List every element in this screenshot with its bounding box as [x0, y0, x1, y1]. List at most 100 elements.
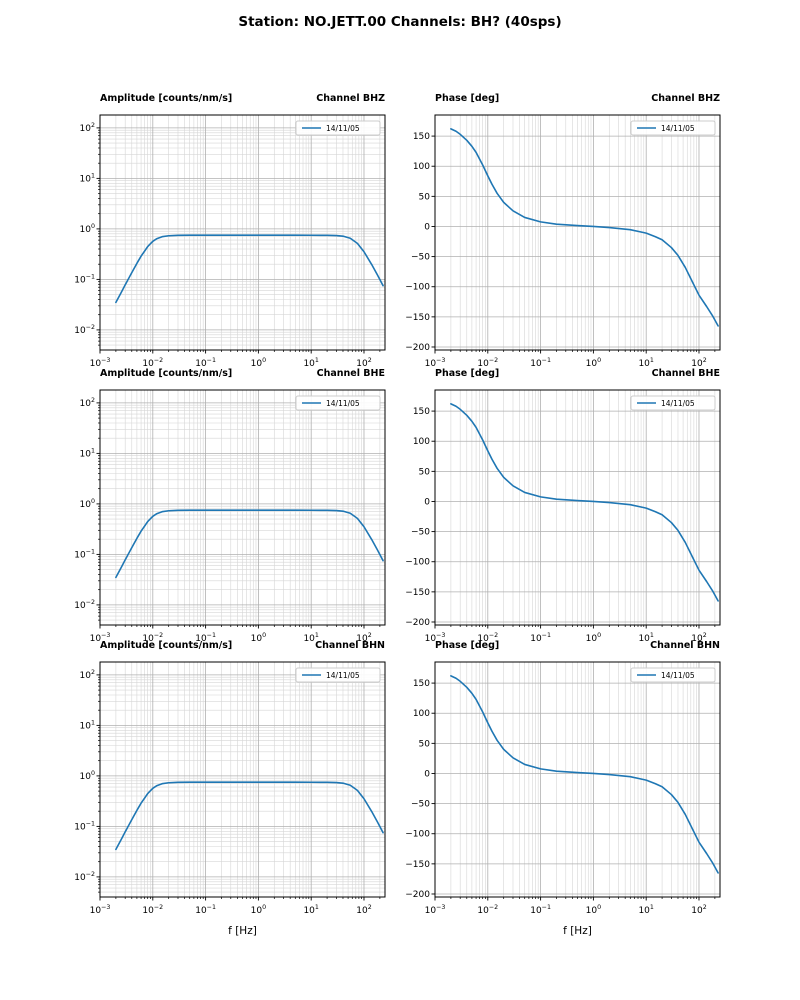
legend: 14/11/05 [295, 120, 381, 136]
tick-label: 100 [413, 709, 430, 719]
subplot-phase-bhn: Phase [deg] Channel BHN 10−3 10−2 10−1 100 101… [387, 639, 727, 952]
tick-label: 10−1 [530, 904, 551, 916]
legend-label: 14/11/05 [326, 671, 360, 680]
tick-label: −100 [405, 830, 430, 840]
tick-label: 100 [413, 437, 430, 447]
tick-label: 0 [424, 769, 430, 779]
plot-header: Phase [deg] Channel BHZ [435, 92, 720, 105]
response-curve [450, 675, 719, 874]
tick-label: 10−2 [142, 904, 163, 916]
legend-label: 14/11/05 [661, 399, 695, 408]
plot-title-left: Phase [deg] [435, 640, 500, 651]
subplot-amplitude-bhn: Amplitude [counts/nm/s] Channel BHN 10−3 10… [52, 639, 392, 952]
tick-label: −150 [405, 588, 430, 598]
tick-label: −200 [405, 890, 430, 900]
plot-title-right: Channel BHZ [316, 93, 385, 104]
plot-title-right: Channel BHN [315, 640, 385, 651]
subplot-amplitude-bhz: Amplitude [counts/nm/s] Channel BHZ 10−3 10… [52, 92, 392, 405]
legend-label: 14/11/05 [326, 124, 360, 133]
legend: 14/11/05 [295, 395, 381, 411]
plot-title-right: Channel BHN [650, 640, 720, 651]
plot-title-left: Phase [deg] [435, 93, 500, 104]
response-curve [115, 234, 384, 304]
tick-label: −150 [405, 860, 430, 870]
plot-title-right: Channel BHE [316, 368, 385, 379]
tick-label: 150 [413, 679, 430, 689]
response-curve [450, 403, 719, 602]
tick-label: 102 [691, 904, 706, 916]
figure-title: Station: NO.JETT.00 Channels: BH? (40sps… [238, 14, 562, 30]
legend: 14/11/05 [630, 395, 716, 411]
tick-label: 102 [80, 669, 95, 681]
tick-label: −50 [411, 528, 430, 538]
plot-canvas-amplitude-bhn: 10−3 10−2 10−1 100 101 102 10−2 10−1 100 101 102 14… [74, 661, 386, 937]
response-curve [450, 128, 719, 327]
legend-label: 14/11/05 [326, 399, 360, 408]
plot-title-left: Amplitude [counts/nm/s] [100, 93, 233, 104]
tick-label: 10−1 [74, 820, 95, 832]
tick-label: 102 [80, 122, 95, 134]
tick-label: 10−2 [477, 904, 498, 916]
tick-label: 101 [80, 172, 95, 184]
tick-label: 100 [413, 162, 430, 172]
tick-label: 50 [419, 739, 431, 749]
x-axis-label: f [Hz] [563, 925, 592, 937]
tick-label: 10−3 [90, 904, 111, 916]
tick-label: 100 [80, 770, 95, 782]
tick-label: 100 [586, 904, 601, 916]
plot-canvas-phase-bhe: 10−3 10−2 10−1 100 101 102−200−150−100−500501… [405, 389, 721, 644]
tick-label: 100 [80, 223, 95, 235]
tick-label: 10−1 [74, 273, 95, 285]
tick-label: −100 [405, 558, 430, 568]
tick-label: 10−1 [74, 548, 95, 560]
tick-label: 150 [413, 407, 430, 417]
subplot-phase-bhe: Phase [deg] Channel BHE 10−3 10−2 10−1 100 101… [387, 367, 727, 680]
plot-header: Phase [deg] Channel BHE [435, 367, 720, 380]
tick-label: −50 [411, 800, 430, 810]
tick-label: 102 [80, 397, 95, 409]
tick-label: 10−1 [195, 904, 216, 916]
tick-label: 10−2 [74, 871, 95, 883]
tick-label: −100 [405, 283, 430, 293]
tick-label: 0 [424, 497, 430, 507]
tick-label: 10−3 [425, 904, 446, 916]
plot-header: Amplitude [counts/nm/s] Channel BHE [100, 367, 385, 380]
tick-label: 50 [419, 192, 431, 202]
tick-label: 50 [419, 467, 431, 477]
plot-header: Amplitude [counts/nm/s] Channel BHZ [100, 92, 385, 105]
tick-label: 101 [80, 719, 95, 731]
subplot-amplitude-bhe: Amplitude [counts/nm/s] Channel BHE 10−3 10… [52, 367, 392, 680]
tick-label: 101 [638, 904, 653, 916]
tick-label: −200 [405, 343, 430, 353]
plot-header: Phase [deg] Channel BHN [435, 639, 720, 652]
tick-label: 102 [356, 904, 371, 916]
plot-title-left: Amplitude [counts/nm/s] [100, 368, 233, 379]
plot-header: Amplitude [counts/nm/s] Channel BHN [100, 639, 385, 652]
tick-label: 101 [80, 447, 95, 459]
legend: 14/11/05 [630, 667, 716, 683]
plot-canvas-phase-bhn: 10−3 10−2 10−1 100 101 102 −200 −150 −100 −50 0 50 1… [405, 661, 721, 937]
tick-label: 10−2 [74, 599, 95, 611]
subplot-phase-bhz: Phase [deg] Channel BHZ 10−3 10−2 10−1 100 101… [387, 92, 727, 405]
legend: 14/11/05 [630, 120, 716, 136]
tick-label: 10−2 [74, 324, 95, 336]
legend: 14/11/05 [295, 667, 381, 683]
response-curve [115, 509, 384, 579]
response-curve [115, 781, 384, 851]
plot-title-left: Amplitude [counts/nm/s] [100, 640, 233, 651]
tick-label: 150 [413, 132, 430, 142]
legend-label: 14/11/05 [661, 124, 695, 133]
tick-label: −150 [405, 313, 430, 323]
plot-title-right: Channel BHZ [651, 93, 720, 104]
tick-label: −50 [411, 253, 430, 263]
x-axis-label: f [Hz] [228, 925, 257, 937]
legend-label: 14/11/05 [661, 671, 695, 680]
tick-label: 100 [251, 904, 266, 916]
tick-label: 101 [303, 904, 318, 916]
tick-label: 0 [424, 222, 430, 232]
tick-label: 100 [80, 498, 95, 510]
plot-title-left: Phase [deg] [435, 368, 500, 379]
